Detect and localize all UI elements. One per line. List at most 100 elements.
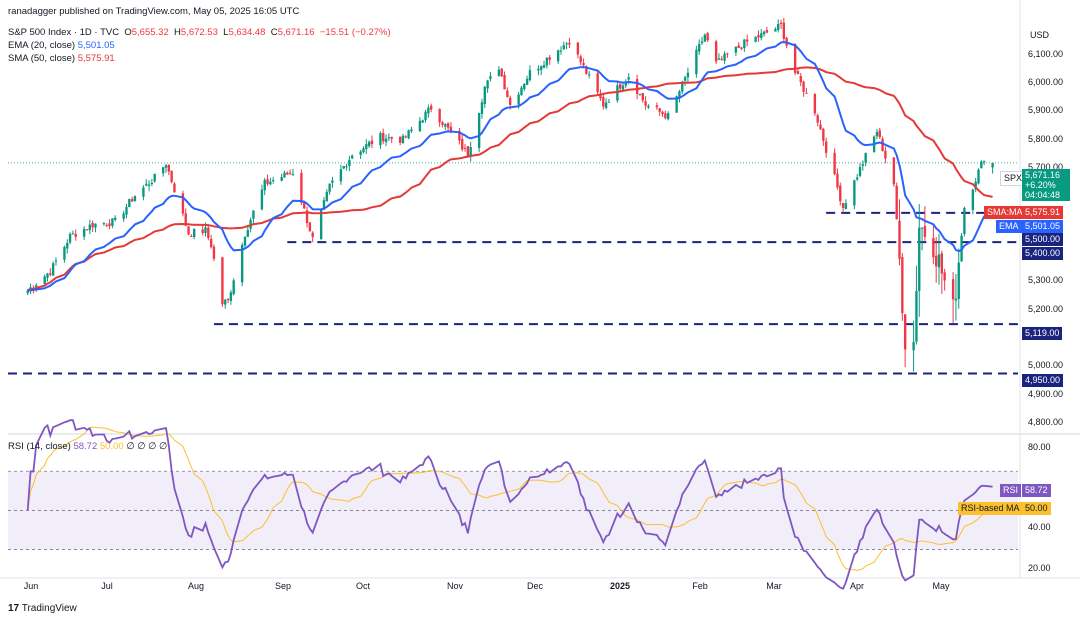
candle-body	[556, 50, 560, 62]
candle-body	[540, 66, 543, 70]
ema-badge-label: EMA	[996, 220, 1022, 233]
candle-body	[779, 22, 783, 25]
candle-body	[915, 290, 918, 342]
candle-body	[500, 68, 503, 77]
candle-body	[977, 169, 980, 184]
candle-body	[737, 45, 740, 48]
candle-body	[765, 30, 769, 33]
candle-body	[398, 136, 402, 143]
candle-body	[824, 141, 828, 153]
candle-body	[562, 45, 565, 50]
candle-body	[367, 141, 371, 147]
rsi-badge-value: 58.72	[1022, 484, 1051, 497]
candle-body	[799, 76, 802, 83]
sma-badge-value: 5,575.91	[1022, 206, 1064, 219]
candle-body	[658, 108, 661, 112]
level-5500-badge: 5,500.00	[1022, 233, 1064, 246]
candle-body	[864, 153, 867, 163]
candle-body	[342, 166, 345, 169]
candle-body	[221, 257, 224, 305]
candle-body	[193, 228, 196, 237]
candle-body	[624, 81, 628, 86]
candle-body	[359, 151, 362, 155]
time-tick: Mar	[766, 581, 782, 591]
time-tick: Aug	[187, 581, 205, 591]
candle-body	[339, 169, 343, 182]
candle-body	[813, 93, 817, 114]
candle-body	[51, 263, 55, 276]
candle-body	[477, 113, 481, 148]
candle-body	[686, 72, 690, 78]
tradingview-logo[interactable]: 17 TradingView	[8, 603, 77, 614]
rsi-ma-legend-value: 50.00	[99, 441, 124, 452]
candle-body	[782, 22, 786, 39]
candle-body	[568, 42, 571, 45]
candle-body	[370, 140, 374, 145]
rsi-legend-value: 58.72	[73, 441, 98, 452]
candle-body	[49, 273, 52, 275]
candle-body	[387, 137, 391, 139]
time-tick: Jun	[23, 581, 39, 591]
candle-body	[853, 180, 856, 206]
candle-body	[937, 254, 941, 268]
candle-body	[102, 223, 106, 225]
spx-change: +6.20%	[1025, 180, 1056, 190]
candle-body	[587, 74, 591, 76]
low-label: L	[223, 27, 229, 38]
candle-body	[246, 229, 249, 237]
candle-body	[641, 92, 644, 101]
ema-20-line	[27, 41, 994, 292]
candle-body	[822, 128, 825, 141]
candle-body	[833, 152, 836, 175]
candle-body	[286, 172, 289, 175]
candle-body	[181, 193, 185, 214]
tradingview-logo-text: TradingView	[21, 603, 77, 614]
candle-body	[483, 86, 486, 104]
rsi-legend[interactable]: RSI (14, close) 58.72 50.00 ∅ ∅ ∅ ∅	[8, 441, 167, 452]
candle-body	[161, 167, 165, 174]
candle-body	[698, 44, 701, 52]
candle-body	[232, 280, 235, 295]
candle-body	[272, 180, 275, 182]
candle-body	[308, 222, 312, 232]
candle-body	[71, 233, 75, 235]
sma-legend[interactable]: SMA (50, close) 5,575.91	[8, 53, 115, 64]
candle-body	[201, 229, 204, 234]
candle-body	[85, 229, 89, 231]
candle-body	[796, 71, 800, 75]
candle-body	[469, 146, 472, 157]
candle-body	[723, 53, 726, 61]
candle-body	[898, 220, 901, 259]
candle-body	[150, 182, 154, 184]
candle-body	[125, 207, 128, 215]
candle-body	[88, 224, 92, 231]
candle-body	[66, 242, 69, 249]
candle-body	[923, 226, 927, 237]
candle-body	[963, 207, 966, 234]
candle-body	[559, 50, 563, 52]
candle-body	[173, 183, 176, 193]
candle-body	[661, 111, 664, 115]
currency-label: USD	[1030, 30, 1050, 40]
ema-badge-value: 5,501.05	[1022, 220, 1064, 233]
candle-body	[932, 238, 935, 258]
candle-body	[243, 236, 247, 246]
sma-legend-value: 5,575.91	[77, 53, 115, 64]
ema-legend[interactable]: EMA (20, close) 5,501.05	[8, 40, 115, 51]
change-value: −15.51 (−0.27%)	[319, 27, 391, 38]
candle-body	[858, 167, 862, 176]
candle-body	[429, 105, 433, 110]
candle-body	[565, 43, 568, 45]
candle-body	[596, 73, 599, 93]
candle-body	[91, 222, 94, 228]
candle-body	[619, 84, 622, 89]
candle-body	[466, 146, 470, 158]
candle-body	[480, 102, 484, 114]
candle-body	[167, 164, 170, 172]
candle-body	[745, 39, 749, 42]
candle-body	[288, 172, 292, 174]
spx-symbol-badge: SPX	[1000, 171, 1027, 186]
candle-body	[542, 65, 546, 68]
candle-body	[982, 161, 986, 163]
time-tick: Jul	[101, 581, 113, 591]
